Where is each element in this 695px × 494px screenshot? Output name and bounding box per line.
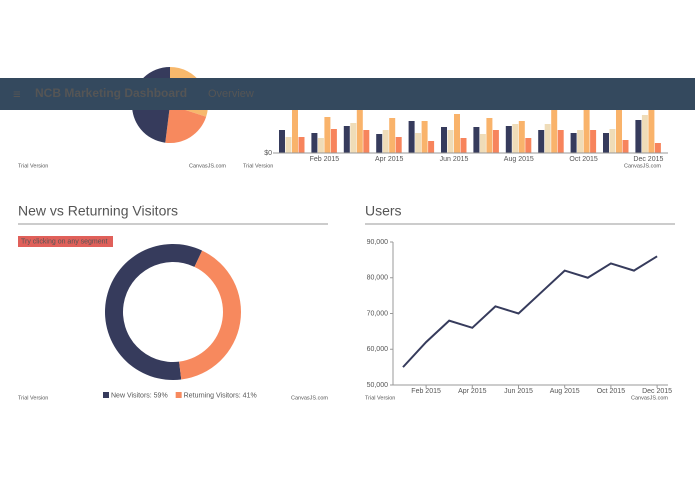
x-tick-label: Feb 2015 [411,388,441,395]
doughnut-slice[interactable] [104,244,203,380]
menu-icon[interactable]: ≡ [13,86,21,101]
bar [298,137,305,153]
bar [616,108,622,153]
bar [577,130,584,153]
watermark: Trial Version [243,163,273,169]
line [402,255,658,368]
bar [492,130,499,153]
bar [479,134,486,153]
bar [395,137,402,153]
bar [454,114,460,153]
bar [447,130,454,153]
bar [350,123,357,153]
bar [512,124,519,153]
bar [551,110,558,153]
x-tick-label: Jun 2015 [504,388,533,395]
pie-slice [165,105,207,143]
bar [408,121,415,153]
navbar [0,78,695,110]
bar [376,134,383,153]
x-tick-label: Dec 2015 [642,388,672,395]
bar [544,124,551,153]
doughnut-slice[interactable] [179,250,241,380]
bar [279,130,285,153]
bar [635,120,642,153]
credit: CanvasJS.com [189,163,226,169]
bar [641,115,648,153]
bar [343,126,350,153]
x-tick-label: Dec 2015 [633,156,663,163]
bar [382,130,389,153]
bar [486,118,493,153]
bar [428,141,435,153]
bar [557,130,564,153]
bar [590,130,597,153]
legend-swatch [175,392,182,398]
bar [583,110,590,153]
y-tick-label: 80,000 [367,275,389,282]
bar [473,127,480,153]
y-tick-label: 90,000 [367,239,389,246]
bar [324,117,331,153]
y-tick-label: $0 [264,150,272,157]
x-tick-label: Aug 2015 [550,388,580,395]
bar [570,133,577,153]
bar [648,108,655,153]
credit: CanvasJS.com [631,395,668,401]
hint-badge [18,236,113,247]
bar [609,129,616,153]
credit: CanvasJS.com [291,395,328,401]
section-title: New vs Returning Visitors [18,203,178,219]
navbar-link[interactable]: Overview [208,88,254,100]
bar [518,121,525,153]
hint-text: Try clicking on any segment [21,238,108,245]
x-tick-label: Jun 2015 [440,156,469,163]
bar [311,133,318,153]
legend-label: New Visitors: 59% [111,392,168,399]
bar [285,137,292,153]
bar [292,110,298,153]
legend-label: Returning Visitors: 41% [184,392,257,399]
x-tick-label: Feb 2015 [310,156,340,163]
x-tick-label: Oct 2015 [597,388,626,395]
bar [505,126,512,153]
watermark: Trial Version [18,395,48,401]
bar [538,130,545,153]
bar [415,133,422,153]
x-tick-label: Apr 2015 [458,388,487,395]
bar [622,140,629,153]
bar [363,130,370,153]
bar [654,143,661,153]
y-tick-label: 70,000 [367,310,389,317]
legend-swatch [103,392,109,398]
credit: CanvasJS.com [624,163,661,169]
section-title: Users [365,203,402,219]
bar [317,138,324,153]
x-tick-label: Oct 2015 [569,156,598,163]
watermark: Trial Version [365,395,395,401]
bar [389,118,396,153]
navbar-title[interactable]: NCB Marketing Dashboard [35,86,187,100]
bar [356,110,363,153]
y-tick-label: 60,000 [367,346,389,353]
bar [603,133,609,153]
x-tick-label: Apr 2015 [375,156,404,163]
y-tick-label: 50,000 [367,382,389,389]
watermark: Trial Version [18,163,48,169]
bar [441,127,447,153]
bar [421,121,428,153]
bar [460,138,467,153]
bar [330,129,337,153]
bar [525,138,532,153]
x-tick-label: Aug 2015 [504,156,534,163]
